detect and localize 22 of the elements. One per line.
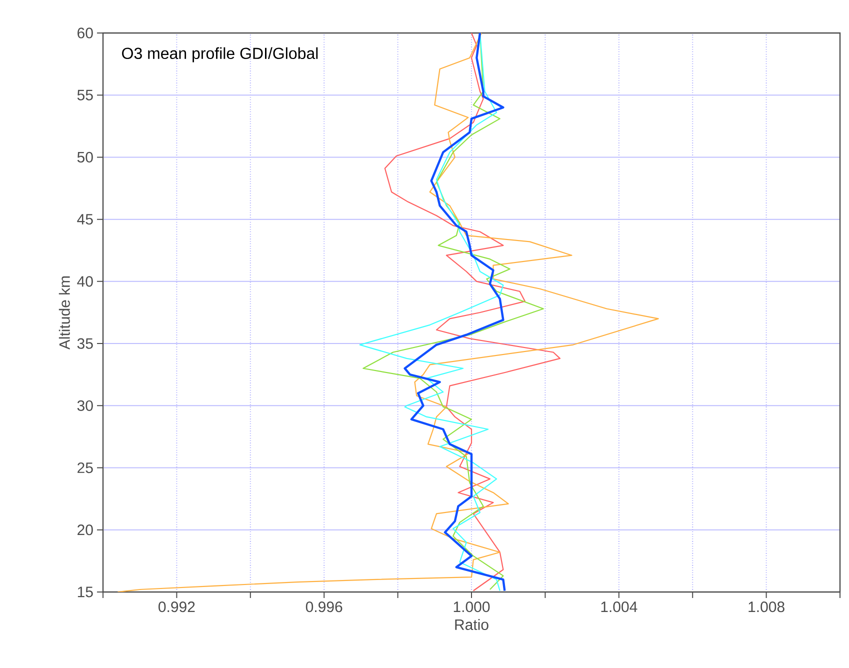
x-tick-label: 0.996 — [306, 602, 342, 612]
y-tick-label: 40 — [77, 276, 93, 287]
line-series — [384, 32, 560, 592]
line-series — [359, 32, 504, 592]
x-tick-label: 0.992 — [158, 602, 195, 612]
y-tick-label: 35 — [77, 338, 93, 349]
y-tick-label: 15 — [78, 586, 93, 598]
x-tick-label: 1.008 — [748, 602, 784, 612]
text: O3 mean profile GDI/Global — [122, 47, 318, 62]
line-series — [404, 32, 506, 592]
y-tick-label: 50 — [77, 152, 93, 163]
line-series — [117, 32, 659, 592]
x-tick-label: 1.000 — [454, 602, 490, 612]
y-tick-label: 30 — [77, 400, 93, 411]
y-tick-label: 55 — [77, 90, 93, 100]
y-tick-label: 60 — [78, 28, 93, 38]
y-axis-title: Altitude km — [58, 276, 70, 350]
y-tick-label: 45 — [77, 214, 93, 225]
x-axis-title: Ratio — [455, 619, 488, 630]
x-tick-label: 1.004 — [601, 602, 638, 612]
y-tick-label: 25 — [78, 462, 93, 474]
y-tick-label: 20 — [78, 524, 93, 536]
